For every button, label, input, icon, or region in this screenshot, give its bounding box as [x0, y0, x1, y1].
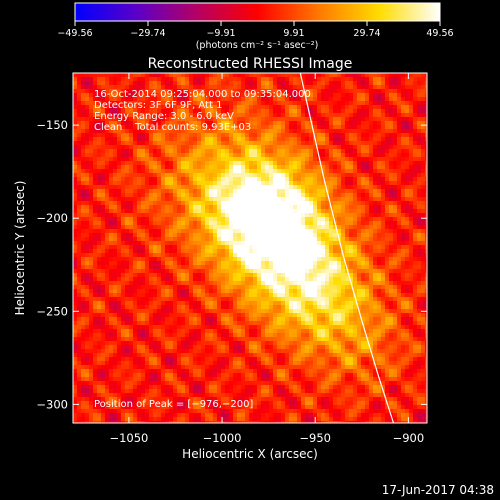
chart-title: Reconstructed RHESSI Image: [148, 56, 353, 72]
info-line-time: 16-Oct-2014 09:25:04.000 to 09:35:04.000: [94, 89, 311, 100]
y-axis-ticks: −150 −200 −250 −300: [36, 118, 427, 411]
colorbar-tick-label: 29.74: [353, 28, 380, 39]
colorbar-tick-label: −9.91: [206, 28, 235, 39]
colorbar-ticks: −49.56 −29.74 −9.91 9.91 29.74 49.56: [57, 21, 454, 39]
y-tick-label: −250: [36, 304, 68, 318]
info-line-detectors: Detectors: 3F 6F 9F, Att 1: [94, 100, 222, 111]
y-tick-label: −300: [36, 397, 68, 411]
colorbar: [75, 3, 440, 21]
plot-frame: [72, 72, 428, 424]
heatmap-image: [73, 73, 427, 423]
x-axis-ticks: −1050 −1000 −950 −900: [109, 73, 424, 445]
peak-position-label: Position of Peak = [−976,−200]: [94, 399, 253, 410]
colorbar-tick-label: −29.74: [130, 28, 165, 39]
x-tick-label: −950: [299, 431, 331, 445]
y-tick-label: −150: [36, 118, 68, 132]
solar-limb-curve: [299, 73, 395, 423]
x-tick-label: −900: [393, 431, 425, 445]
colorbar-tick-label: −49.56: [57, 28, 92, 39]
x-axis-label: Heliocentric X (arcsec): [182, 447, 318, 461]
info-line-energy: Energy Range: 3.0 - 6.0 keV: [94, 111, 234, 122]
colorbar-tick-label: 9.91: [283, 28, 304, 39]
colorbar-unit-label: (photons cm⁻² s⁻¹ asec⁻²): [196, 40, 319, 51]
x-tick-label: −1050: [109, 431, 148, 445]
footer-timestamp: 17-Jun-2017 04:38: [382, 483, 494, 497]
y-tick-label: −200: [36, 211, 68, 225]
colorbar-tick-label: 49.56: [426, 28, 453, 39]
info-line-counts: Clean Total counts: 9.93E+03: [94, 122, 251, 133]
y-axis-label: Heliocentric Y (arcsec): [13, 181, 27, 316]
observation-info: 16-Oct-2014 09:25:04.000 to 09:35:04.000…: [94, 89, 311, 133]
x-tick-label: −1000: [203, 431, 242, 445]
colorbar-frame: [74, 2, 441, 22]
